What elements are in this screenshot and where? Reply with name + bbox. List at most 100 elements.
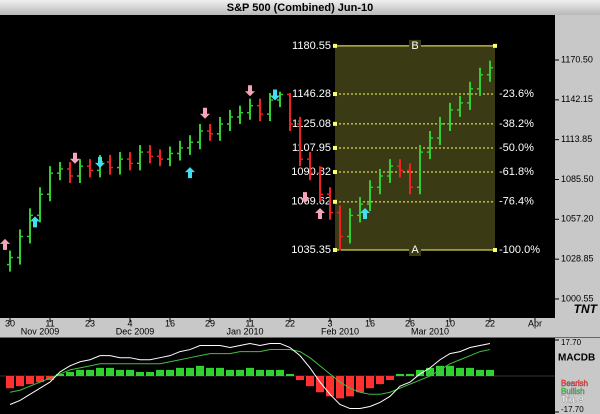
signal-arrow <box>245 85 255 97</box>
x-tick-label: 11 <box>245 318 254 328</box>
histogram-bar <box>36 376 44 383</box>
y-tick-label: 1142.15 <box>561 94 593 104</box>
title-bar <box>0 0 600 15</box>
histogram-bar <box>66 371 74 376</box>
y-tick-label: 1057.20 <box>561 214 594 224</box>
fib-ratio-label: -100.0% <box>499 244 540 256</box>
fib-level-label: 1035.35 <box>291 244 331 256</box>
signal-line <box>9 349 491 395</box>
histogram-bar <box>136 371 144 376</box>
fib-ratio-label: -38.2% <box>499 118 534 130</box>
histogram-bar <box>86 369 94 376</box>
x-tick-label: 30 <box>5 318 15 328</box>
x-tick-label: 11 <box>45 318 54 328</box>
macd-line <box>9 342 491 410</box>
macd-tick-label: 17.70 <box>561 338 582 347</box>
signal-arrow <box>185 167 195 179</box>
fib-ratio-label: -61.8% <box>499 166 534 178</box>
x-tick-label: 4 <box>127 318 132 328</box>
fib-ratio-label: -50.0% <box>499 142 534 154</box>
histogram-bar <box>176 367 184 376</box>
histogram-bar <box>116 369 124 376</box>
histogram-bar <box>326 376 334 397</box>
histogram-bar <box>316 376 324 393</box>
fib-handle <box>333 170 337 175</box>
y-tick-label: 1113.85 <box>561 134 592 144</box>
fib-handle <box>333 43 337 48</box>
signal-arrow <box>95 156 105 168</box>
fib-level-label: 1107.95 <box>292 142 331 154</box>
fib-level-label: 1069.62 <box>291 196 331 208</box>
x-tick-label: 23 <box>85 318 95 328</box>
fib-label-bg <box>409 244 421 257</box>
histogram-bar <box>486 369 494 376</box>
legend-entry: Bullish <box>561 387 585 396</box>
histogram-bar <box>366 376 374 389</box>
x-tick-label: 16 <box>165 318 175 328</box>
price-axis <box>555 15 600 318</box>
histogram-bar <box>246 367 254 376</box>
histogram-bar <box>276 369 284 376</box>
signal-arrow <box>360 207 370 219</box>
histogram-bar <box>156 369 164 376</box>
histogram-bar <box>306 376 314 387</box>
histogram-bar <box>16 376 24 387</box>
fib-handle <box>333 199 337 204</box>
fib-handle <box>333 145 337 150</box>
histogram-bar <box>286 373 294 376</box>
fib-high-label: B <box>411 40 418 52</box>
histogram-bar <box>346 376 354 397</box>
x-tick-label: 22 <box>285 318 295 328</box>
macd-axis <box>555 337 600 414</box>
histogram-bar <box>96 367 104 376</box>
histogram-bar <box>336 376 344 399</box>
histogram-bar <box>466 367 474 376</box>
fib-level-label: 1180.55 <box>292 40 331 52</box>
histogram-bar <box>216 367 224 376</box>
y-tick-label: 1170.50 <box>561 54 593 64</box>
x-tick-label: Apr <box>528 318 542 328</box>
histogram-bar <box>416 369 424 376</box>
fib-low-label: A <box>411 244 419 256</box>
signal-arrow <box>30 216 40 228</box>
legend-entry: Trig. 9 <box>561 395 584 404</box>
histogram-bar <box>126 369 134 376</box>
histogram-bar <box>406 373 414 376</box>
histogram-bar <box>356 376 364 393</box>
histogram-bar <box>266 369 274 376</box>
histogram-bar <box>426 367 434 376</box>
signal-arrow <box>315 207 325 219</box>
signal-arrow <box>270 89 280 101</box>
month-label: Jan 2010 <box>226 326 263 336</box>
month-label: Nov 2009 <box>21 326 60 336</box>
chart-title: S&P 500 (Combined) Jun-10 <box>227 2 374 14</box>
fib-handle <box>333 121 337 126</box>
date-axis <box>0 318 600 337</box>
histogram-bar <box>26 376 34 385</box>
histogram-bar <box>256 369 264 376</box>
histogram-bar <box>76 369 84 376</box>
histogram-bar <box>106 367 114 376</box>
histogram-bar <box>436 365 444 376</box>
histogram-bar <box>166 369 174 376</box>
x-tick-label: 22 <box>485 318 495 328</box>
x-tick-label: 16 <box>365 318 375 328</box>
month-label: Dec 2009 <box>116 326 155 336</box>
histogram-bar <box>146 371 154 376</box>
signal-arrow <box>300 192 310 204</box>
histogram-bar <box>396 373 404 376</box>
x-tick-label: 26 <box>405 318 415 328</box>
logo: TNT <box>574 302 599 316</box>
macd-title: MACDB <box>558 353 595 364</box>
fib-handle <box>493 248 497 253</box>
histogram-bar <box>186 367 194 376</box>
histogram-bar <box>456 367 464 376</box>
fib-handle <box>493 43 497 48</box>
x-tick-label: 10 <box>445 318 455 328</box>
fib-handle <box>333 92 337 97</box>
y-tick-label: 1028.85 <box>561 254 594 264</box>
fib-ratio-label: -76.4% <box>499 196 534 208</box>
fib-label-bg <box>409 39 421 52</box>
x-tick-label: 29 <box>205 318 215 328</box>
